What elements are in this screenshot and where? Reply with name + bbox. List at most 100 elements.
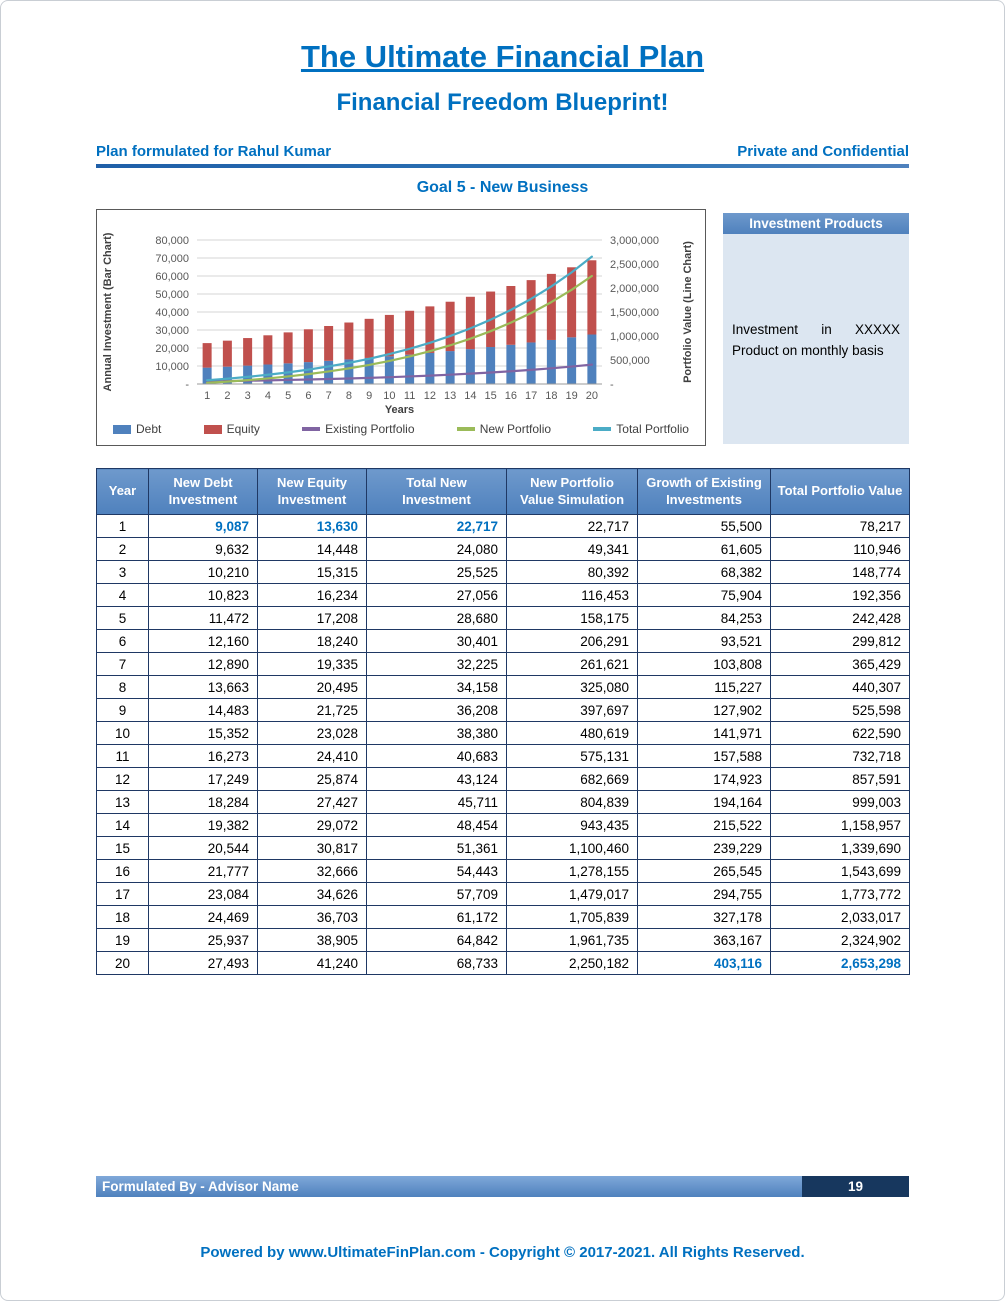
table-cell: 32,666	[257, 859, 367, 883]
table-cell: 239,229	[637, 836, 771, 860]
right-axis-tick: 3,000,000	[610, 235, 659, 247]
x-axis-labels: 1 2 3 4 5 6 7 8 9 10 11 12 13 14 15 16 17 18 19 20	[204, 390, 598, 402]
column-header: Total New Investment	[366, 468, 507, 515]
table-cell: 17	[96, 882, 149, 906]
svg-text:13: 13	[444, 390, 456, 402]
table-cell: 28,680	[366, 606, 507, 630]
investment-products-panel: Investment Products Investment in XXXXX …	[723, 213, 909, 444]
table-cell: 206,291	[506, 629, 638, 653]
table-cell: 54,443	[366, 859, 507, 883]
table-cell: 40,683	[366, 744, 507, 768]
legend-swatch	[203, 424, 222, 434]
table-cell: 14,483	[148, 698, 258, 722]
table-cell: 294,755	[637, 882, 771, 906]
table-cell: 174,923	[637, 767, 771, 791]
table-cell: 34,626	[257, 882, 367, 906]
table-cell: 192,356	[770, 583, 910, 607]
chart-legend: Debt Equity Existing Portfolio New Portfoli…	[97, 416, 705, 442]
legend-item-debt: Debt	[113, 422, 161, 436]
column-header: Total Portfolio Value	[770, 468, 910, 515]
left-axis-title: Annual Investment (Bar Chart)	[102, 232, 114, 391]
svg-text:15: 15	[485, 390, 497, 402]
table-cell: 36,208	[366, 698, 507, 722]
right-axis-tick: 1,500,000	[610, 307, 659, 319]
svg-text:6: 6	[305, 390, 311, 402]
table-cell: 10	[96, 721, 149, 745]
right-axis-tick: 500,000	[610, 355, 650, 367]
left-axis-tick: 80,000	[155, 235, 189, 247]
table-cell: 148,774	[770, 560, 910, 584]
plan-header-row: Plan formulated for Rahul Kumar Private …	[96, 143, 909, 160]
table-cell: 25,874	[257, 767, 367, 791]
table-row: 12 17,249 25,874 43,124 682,669 174,923 857,59…	[96, 767, 910, 791]
table-cell: 30,817	[257, 836, 367, 860]
table-cell: 27,493	[148, 951, 258, 975]
svg-text:7: 7	[326, 390, 332, 402]
table-cell: 1,705,839	[506, 905, 638, 929]
investment-table: Year New Debt Investment New Equity Invest…	[96, 468, 910, 975]
table-cell: 215,522	[637, 813, 771, 837]
table-cell: 12	[96, 767, 149, 791]
table-cell: 9,632	[148, 537, 258, 561]
table-cell: 10,823	[148, 583, 258, 607]
table-cell: 1,773,772	[770, 882, 910, 906]
table-cell: 20,544	[148, 836, 258, 860]
page-subtitle: Financial Freedom Blueprint!	[336, 89, 669, 116]
chart-container: 80,000 70,000 60,000 50,000 40,000 30,000 20,0…	[96, 209, 706, 446]
table-cell: 23,084	[148, 882, 258, 906]
table-cell: 61,605	[637, 537, 771, 561]
line-total-portfolio	[206, 255, 593, 382]
svg-text:8: 8	[346, 390, 352, 402]
column-header: New Equity Investment	[257, 468, 367, 515]
table-cell: 20,495	[257, 675, 367, 699]
table-cell: 93,521	[637, 629, 771, 653]
table-cell: 15,352	[148, 721, 258, 745]
column-header: Growth of Existing Investments	[637, 468, 771, 515]
table-row: 11 16,273 24,410 40,683 575,131 157,588 732,71…	[96, 744, 910, 768]
table-cell: 29,072	[257, 813, 367, 837]
table-cell: 1	[96, 514, 149, 538]
legend-swatch	[113, 424, 131, 434]
table-cell: 1,479,017	[506, 882, 638, 906]
svg-text:1: 1	[204, 390, 210, 402]
table-cell: 261,621	[506, 652, 638, 676]
table-cell: 103,808	[637, 652, 771, 676]
table-cell: 75,904	[637, 583, 771, 607]
legend-swatch	[593, 427, 612, 431]
table-cell: 9,087	[148, 514, 258, 538]
table-cell: 1,158,957	[770, 813, 910, 837]
table-cell: 999,003	[770, 790, 910, 814]
table-cell: 3	[96, 560, 149, 584]
svg-text:18: 18	[545, 390, 557, 402]
right-axis-tick: 1,000,000	[610, 331, 659, 343]
table-cell: 116,453	[506, 583, 638, 607]
table-cell: 57,709	[366, 882, 507, 906]
x-axis-title: Years	[385, 404, 414, 416]
plan-for-text: Plan formulated for Rahul Kumar	[96, 143, 332, 160]
table-cell: 45,711	[366, 790, 507, 814]
table-cell: 397,697	[506, 698, 638, 722]
confidential-text: Private and Confidential	[737, 143, 909, 160]
table-cell: 16,234	[257, 583, 367, 607]
table-cell: 194,164	[637, 790, 771, 814]
table-cell: 682,669	[506, 767, 638, 791]
table-cell: 34,158	[366, 675, 507, 699]
table-cell: 24,080	[366, 537, 507, 561]
line-new-portfolio	[206, 274, 593, 385]
table-cell: 857,591	[770, 767, 910, 791]
column-header: Year	[96, 468, 149, 515]
table-cell: 18,284	[148, 790, 258, 814]
table-cell: 19,335	[257, 652, 367, 676]
table-cell: 4	[96, 583, 149, 607]
svg-text:5: 5	[285, 390, 291, 402]
table-row: 4 10,823 16,234 27,056 116,453 75,904 192,356	[96, 583, 910, 607]
table-cell: 21,777	[148, 859, 258, 883]
table-row: 3 10,210 15,315 25,525 80,392 68,382 148,774	[96, 560, 910, 584]
table-cell: 2,324,902	[770, 928, 910, 952]
table-cell: 18,240	[257, 629, 367, 653]
table-row: 19 25,937 38,905 64,842 1,961,735 363,167 2,32…	[96, 928, 910, 952]
svg-text:3: 3	[245, 390, 251, 402]
table-cell: 157,588	[637, 744, 771, 768]
table-row: 6 12,160 18,240 30,401 206,291 93,521 299,812	[96, 629, 910, 653]
